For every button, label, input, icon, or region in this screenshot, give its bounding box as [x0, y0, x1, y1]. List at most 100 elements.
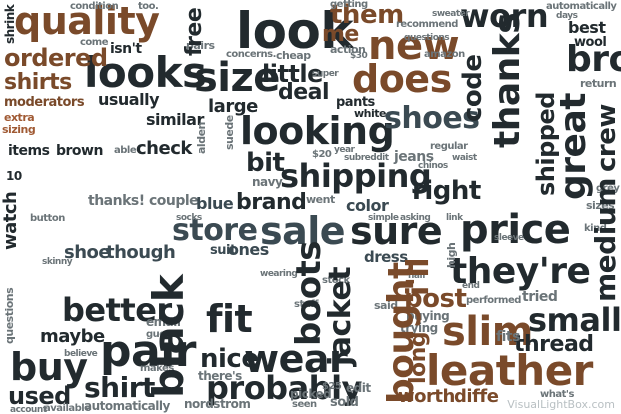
word: sale [260, 209, 346, 253]
word: kind [584, 223, 607, 234]
word: skinny [42, 257, 73, 267]
word: amazon [424, 49, 465, 60]
word: brown [56, 143, 103, 159]
word: new [368, 23, 460, 69]
word: looking [240, 109, 395, 153]
word: shipping [280, 157, 432, 195]
word: bro [566, 39, 621, 80]
word: button [30, 213, 65, 224]
word: recommend [396, 19, 458, 30]
word: moderators [4, 95, 85, 110]
word: slim [442, 309, 533, 355]
word: super [312, 69, 339, 79]
word: return [580, 77, 617, 90]
word: subreddit [344, 153, 389, 163]
word: action [330, 43, 366, 56]
word: free [182, 7, 207, 56]
word: questions [3, 287, 16, 344]
word: diffe [454, 386, 499, 407]
word: they're [450, 251, 591, 292]
word: best [568, 18, 606, 37]
word: price [460, 207, 571, 253]
word: year [334, 145, 355, 155]
word: pants [336, 95, 375, 110]
word: buying [406, 309, 450, 323]
word: come [80, 37, 109, 48]
word: concerns. [226, 49, 276, 60]
word: $20 [312, 149, 332, 160]
word: cheap [276, 49, 311, 62]
word: store [172, 213, 258, 248]
word: nordstrom [184, 397, 251, 411]
word: blue [196, 194, 234, 213]
word: probably [206, 369, 362, 407]
word: medium [589, 178, 621, 302]
word: suit [210, 243, 236, 258]
word: performed [466, 295, 521, 306]
word: little [262, 60, 323, 88]
word: days [556, 11, 578, 21]
word: fit [206, 297, 253, 341]
word: i'll [401, 257, 436, 296]
word: sweater [432, 9, 470, 19]
word: wearing [260, 269, 298, 279]
word: shrink [3, 4, 17, 44]
word: navy [252, 175, 283, 189]
word: crew [592, 104, 621, 172]
word: pair [100, 326, 196, 377]
word: thanks [487, 12, 528, 148]
word: $30 [350, 51, 368, 61]
word: $25 [322, 381, 342, 392]
word: look [236, 2, 354, 60]
word: shirts [4, 70, 72, 95]
word: sleeve [494, 233, 524, 243]
word: available [44, 403, 91, 414]
word: great [553, 93, 594, 200]
word: worth [398, 386, 455, 407]
word: shipped [532, 92, 560, 196]
word: buy [10, 345, 88, 389]
word: what's [540, 389, 574, 400]
word: automatically [84, 399, 170, 413]
word: sizing [2, 123, 36, 136]
word: better [62, 291, 172, 329]
word: suede [223, 115, 236, 150]
word: went [306, 193, 335, 206]
word: link [446, 213, 463, 223]
word: half [408, 271, 426, 281]
word: watch [0, 191, 21, 250]
word: wool [574, 35, 607, 50]
word: able [114, 145, 137, 156]
word: asking [400, 213, 431, 223]
word: 10 [6, 169, 22, 183]
word: thanks! couple [88, 193, 199, 209]
word: post [404, 284, 467, 314]
word: high [445, 242, 458, 268]
word: picked [290, 387, 332, 401]
word: black [144, 274, 193, 398]
word: shirt [84, 371, 155, 404]
word: usually [98, 90, 160, 109]
word: extra [4, 111, 35, 124]
word: brand [236, 190, 307, 215]
word: pairs [186, 39, 215, 52]
word: stuff [294, 299, 319, 310]
word: automatically [546, 1, 617, 12]
word: seen [292, 399, 317, 410]
word: socks [176, 213, 202, 223]
word: wear [244, 337, 348, 381]
word: said [374, 299, 398, 312]
word: chinos [418, 161, 448, 171]
word: makes [140, 363, 174, 374]
word: questions [404, 33, 450, 43]
word: leather [426, 346, 593, 395]
word: sure [350, 209, 443, 253]
word: fits [496, 329, 520, 345]
word: small [528, 301, 621, 339]
word: similar [146, 110, 204, 129]
word: simple [368, 213, 399, 223]
word: check [136, 138, 192, 159]
word: used [8, 382, 71, 410]
word: long [406, 331, 431, 384]
word: there's [198, 369, 242, 383]
